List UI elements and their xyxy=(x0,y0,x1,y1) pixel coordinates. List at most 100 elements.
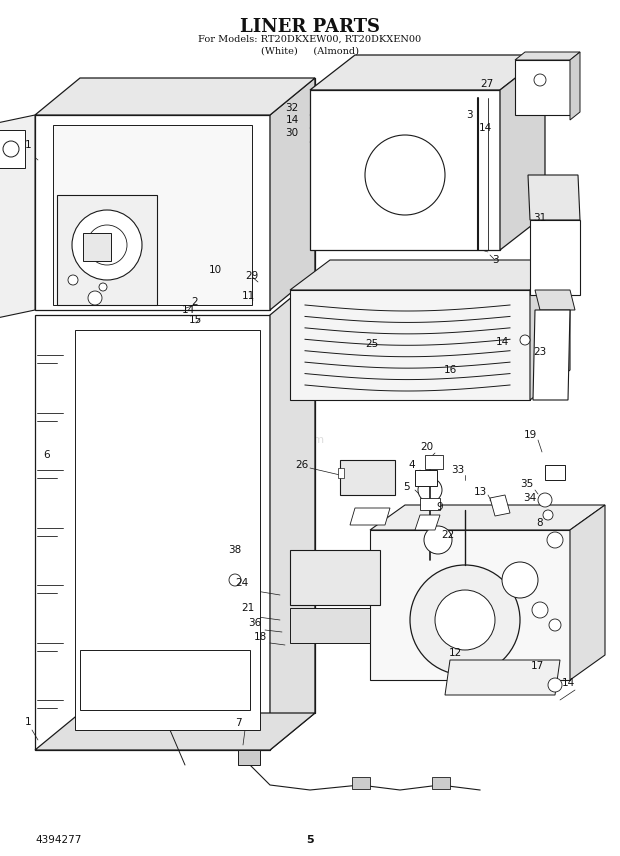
Bar xyxy=(238,750,260,765)
Text: 33: 33 xyxy=(451,465,464,475)
Text: 22: 22 xyxy=(441,530,454,540)
Polygon shape xyxy=(515,52,580,60)
Polygon shape xyxy=(270,78,315,310)
Circle shape xyxy=(543,510,553,520)
Polygon shape xyxy=(490,495,510,516)
Text: 1: 1 xyxy=(25,717,32,727)
Polygon shape xyxy=(530,260,570,400)
Circle shape xyxy=(72,210,142,280)
Circle shape xyxy=(548,678,562,692)
Polygon shape xyxy=(270,278,315,750)
Text: 29: 29 xyxy=(246,271,259,281)
Bar xyxy=(420,498,440,510)
Text: 35: 35 xyxy=(520,479,534,489)
Text: 20: 20 xyxy=(420,442,433,452)
Polygon shape xyxy=(290,260,570,290)
Circle shape xyxy=(3,141,19,157)
Polygon shape xyxy=(290,290,530,400)
Polygon shape xyxy=(530,220,580,295)
Polygon shape xyxy=(415,515,440,530)
Polygon shape xyxy=(35,78,315,115)
Polygon shape xyxy=(370,505,605,530)
Text: 8: 8 xyxy=(537,518,543,528)
Text: ApplianceParts.com: ApplianceParts.com xyxy=(215,435,325,445)
Polygon shape xyxy=(370,530,570,680)
Text: 14: 14 xyxy=(561,678,575,688)
Text: 10: 10 xyxy=(208,265,221,275)
Text: 26: 26 xyxy=(295,460,309,470)
Text: (White)     (Almond): (White) (Almond) xyxy=(261,47,359,56)
Text: 14: 14 xyxy=(479,123,492,133)
Polygon shape xyxy=(35,115,270,310)
Bar xyxy=(352,777,370,789)
Polygon shape xyxy=(570,52,580,120)
Text: 30: 30 xyxy=(285,128,299,138)
Text: 4394277: 4394277 xyxy=(35,835,81,845)
Text: 34: 34 xyxy=(523,493,537,503)
Bar xyxy=(290,550,380,605)
Circle shape xyxy=(424,526,452,554)
Text: LINER PARTS: LINER PARTS xyxy=(240,18,380,36)
Text: 9: 9 xyxy=(436,502,443,512)
Text: 38: 38 xyxy=(228,545,242,555)
Circle shape xyxy=(532,602,548,618)
Polygon shape xyxy=(0,115,35,318)
Circle shape xyxy=(68,275,78,285)
Text: 14: 14 xyxy=(182,305,195,315)
Text: 17: 17 xyxy=(530,661,544,671)
Text: 5: 5 xyxy=(306,835,314,845)
Text: 3: 3 xyxy=(492,255,498,265)
Polygon shape xyxy=(545,465,565,480)
Text: 21: 21 xyxy=(241,603,255,613)
Circle shape xyxy=(229,574,241,586)
Polygon shape xyxy=(75,330,260,730)
Circle shape xyxy=(534,74,546,86)
Text: 14: 14 xyxy=(495,337,508,347)
Bar xyxy=(290,608,370,643)
Text: 11: 11 xyxy=(241,291,255,301)
Text: 27: 27 xyxy=(480,79,494,89)
Polygon shape xyxy=(533,310,570,400)
Bar xyxy=(515,60,570,115)
Circle shape xyxy=(418,478,442,502)
Polygon shape xyxy=(310,55,545,90)
Text: 4: 4 xyxy=(409,460,415,470)
Circle shape xyxy=(547,532,563,548)
Text: 31: 31 xyxy=(533,213,547,223)
Polygon shape xyxy=(535,290,575,310)
Bar xyxy=(425,455,443,469)
Text: 16: 16 xyxy=(443,365,456,375)
Text: 25: 25 xyxy=(365,339,379,349)
Bar xyxy=(80,650,250,710)
Bar xyxy=(415,470,437,486)
Text: 6: 6 xyxy=(43,450,50,460)
Text: 14: 14 xyxy=(285,115,299,125)
Bar xyxy=(340,460,395,495)
Polygon shape xyxy=(500,55,545,250)
Bar xyxy=(0,130,25,168)
Circle shape xyxy=(520,335,530,345)
Circle shape xyxy=(87,225,127,265)
Circle shape xyxy=(502,562,538,598)
Text: 19: 19 xyxy=(523,430,537,440)
Text: 15: 15 xyxy=(188,315,202,325)
Text: 24: 24 xyxy=(236,578,249,588)
Text: 5: 5 xyxy=(404,482,410,492)
Polygon shape xyxy=(445,660,560,695)
Text: 2: 2 xyxy=(192,297,198,307)
Circle shape xyxy=(549,619,561,631)
Polygon shape xyxy=(570,505,605,680)
Text: 18: 18 xyxy=(254,632,267,642)
Bar xyxy=(432,777,450,789)
Polygon shape xyxy=(35,315,270,750)
Circle shape xyxy=(88,291,102,305)
Text: 7: 7 xyxy=(235,718,241,728)
Circle shape xyxy=(435,590,495,650)
Polygon shape xyxy=(310,90,500,250)
Circle shape xyxy=(410,565,520,675)
Circle shape xyxy=(365,135,445,215)
Text: 1: 1 xyxy=(25,140,32,150)
Text: 3: 3 xyxy=(466,110,472,120)
Bar xyxy=(83,233,111,261)
Text: 13: 13 xyxy=(474,487,487,497)
